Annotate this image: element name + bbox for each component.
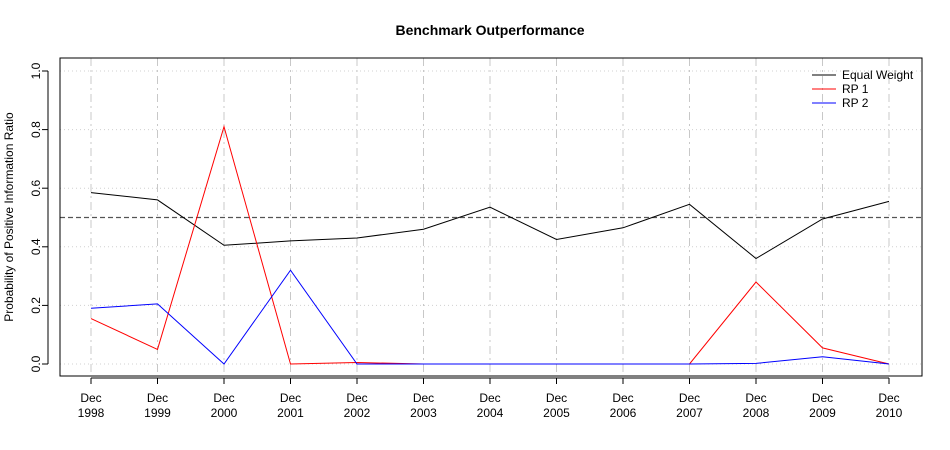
- plot-frame: [59, 57, 923, 377]
- x-tick-label: Dec 2010: [876, 391, 903, 420]
- legend-label-1: RP 1: [842, 82, 869, 96]
- x-tick-label: Dec 2009: [809, 391, 836, 420]
- x-axis: Dec 1998 Dec 1999 Dec 2000 Dec 2001 Dec 2002 Dec 20…: [78, 377, 903, 420]
- x-tick-label: Dec 1999: [144, 391, 171, 420]
- y-tick-label: 0.6: [29, 180, 43, 197]
- x-tick-label: Dec 2001: [277, 391, 304, 420]
- x-tick-label: Dec 2007: [676, 391, 703, 420]
- legend-label-2: RP 2: [842, 96, 869, 110]
- y-axis-label: Probability of Positive Information Rati…: [2, 112, 16, 322]
- y-axis: 0.0 0.2 0.4 0.6 0.8 1.0: [29, 62, 49, 372]
- y-tick-label: 0.4: [29, 238, 43, 255]
- legend-label-0: Equal Weight: [842, 68, 914, 82]
- x-tick-label: Dec 2003: [410, 391, 437, 420]
- series-layer: [90, 124, 890, 365]
- y-tick-label: 0.8: [29, 121, 43, 138]
- x-tick-label: Dec 2008: [743, 391, 770, 420]
- y-tick-label: 0.0: [29, 355, 43, 372]
- y-tick-label: 0.2: [29, 297, 43, 314]
- x-tick-label: Dec 2005: [543, 391, 570, 420]
- x-tick-label: Dec 2002: [344, 391, 371, 420]
- x-tick-label: Dec 2006: [610, 391, 637, 420]
- series-line-2: [90, 269, 890, 365]
- series-line-0: [90, 192, 890, 260]
- x-tick-label: Dec 1998: [78, 391, 105, 420]
- x-tick-label: Dec 2000: [211, 391, 238, 420]
- grid: [60, 58, 922, 376]
- chart-title: Benchmark Outperformance: [395, 22, 584, 38]
- y-tick-label: 1.0: [29, 62, 43, 79]
- x-tick-label: Dec 2004: [477, 391, 504, 420]
